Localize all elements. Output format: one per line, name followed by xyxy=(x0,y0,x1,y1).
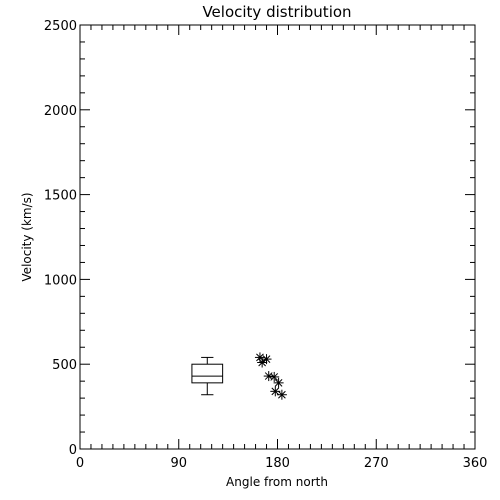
y-tick-label: 1500 xyxy=(44,189,77,204)
data-point xyxy=(273,377,284,388)
data-point xyxy=(269,371,280,382)
y-tick-label: 0 xyxy=(69,443,77,458)
plot-area: 0 90 180 270 360 0 500 1000 1500 2000 2500 xyxy=(44,19,488,471)
x-tick-label: 180 xyxy=(265,456,290,471)
y-tick-label: 500 xyxy=(52,358,77,373)
y-tick-label: 1000 xyxy=(44,273,77,288)
data-point xyxy=(276,389,287,400)
box-iqr xyxy=(191,363,224,384)
plot-frame xyxy=(79,24,476,450)
x-axis-label: Angle from north xyxy=(226,475,328,489)
x-tick-label: 360 xyxy=(463,456,488,471)
data-point xyxy=(257,357,268,368)
y-axis-label: Velocity (km/s) xyxy=(20,192,34,281)
x-tick-label: 0 xyxy=(76,456,84,471)
x-tick-label: 270 xyxy=(364,456,389,471)
x-tick-label: 90 xyxy=(170,456,187,471)
chart-title: Velocity distribution xyxy=(202,3,351,21)
y-tick-label: 2500 xyxy=(44,19,77,34)
y-tick-label: 2000 xyxy=(44,104,77,119)
